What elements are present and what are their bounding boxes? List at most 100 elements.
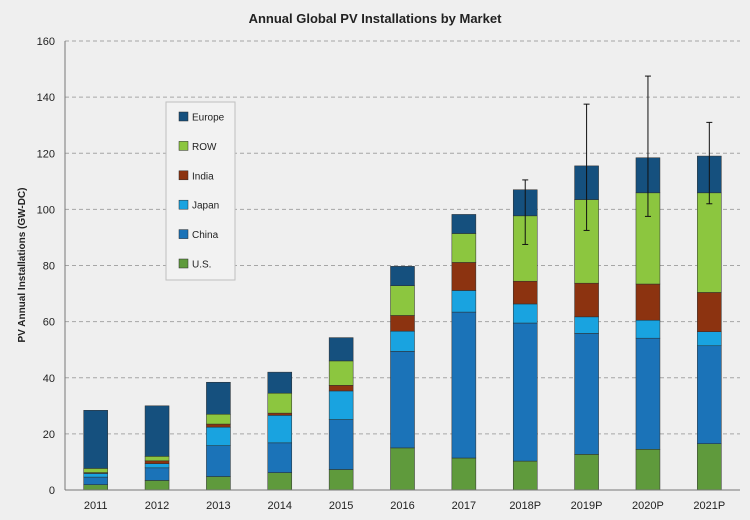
x-tick-label: 2014: [268, 500, 292, 512]
bar-segment-india: [267, 412, 293, 416]
bar-segment-europe: [390, 266, 415, 286]
bar-segment-china: [83, 476, 108, 485]
x-tick-label: 2015: [329, 500, 353, 512]
bar-segment-india: [144, 460, 170, 464]
chart-title: Annual Global PV Installations by Market: [249, 11, 502, 26]
bar-segment-india: [512, 280, 538, 305]
bars: [83, 155, 722, 491]
bar-segment-row: [267, 392, 293, 414]
x-tick-label: 2013: [206, 500, 230, 512]
bar-segment-india: [574, 282, 599, 318]
bar-segment-europe: [328, 337, 354, 362]
bar-segment-europe: [206, 381, 231, 415]
bar-segment-row: [697, 192, 722, 293]
legend: Europe ROW India Japan China U.S.: [165, 101, 236, 281]
bar-segment-u-s: [697, 443, 722, 491]
legend-label: India: [192, 171, 214, 182]
y-tick-label: 40: [43, 373, 55, 385]
bar-segment-china: [574, 333, 599, 455]
bar-segment-china: [451, 311, 477, 459]
x-tick-labels: 2011 2012 2013 2014 2015 2016 2017 2018P 2019P 20…: [84, 500, 725, 512]
bar-segment-china: [635, 337, 661, 450]
bar-segment-row: [451, 233, 477, 263]
bar-segment-row: [390, 285, 415, 316]
bar-segment-u-s: [328, 469, 354, 491]
bar-segment-europe: [144, 405, 170, 457]
bar-segment-row: [328, 360, 354, 386]
legend-label: Japan: [192, 201, 219, 212]
y-tick-label: 0: [49, 485, 55, 497]
legend-swatch: [178, 141, 189, 151]
legend-swatch: [178, 170, 189, 181]
y-tick-label: 100: [37, 204, 55, 216]
bar-segment-japan: [512, 303, 538, 324]
bar-segment-japan: [206, 426, 231, 446]
bar-segment-china: [267, 442, 293, 473]
y-tick-label: 160: [37, 36, 55, 48]
bar-segment-japan: [574, 316, 599, 334]
x-tick-label: 2018P: [509, 500, 541, 512]
x-tick-label: 2020P: [632, 500, 664, 512]
bar-segment-europe: [83, 410, 108, 469]
bar-segment-u-s: [512, 460, 538, 491]
x-tick-label: 2021P: [693, 500, 725, 512]
bar-segment-europe: [451, 214, 477, 234]
y-tick-label: 120: [37, 148, 55, 160]
y-tick-label: 20: [43, 429, 55, 441]
legend-label: ROW: [192, 142, 217, 153]
legend-label: China: [192, 230, 219, 241]
x-tick-label: 2017: [452, 500, 476, 512]
bar-segment-japan: [83, 473, 108, 478]
legend-label: Europe: [192, 113, 225, 124]
bar-segment-china: [390, 351, 415, 449]
x-tick-label: 2019P: [571, 500, 603, 512]
bar-segment-china: [328, 419, 354, 470]
y-axis-label: PV Annual Installations (GW-DC): [17, 188, 28, 343]
bar-segment-china: [512, 322, 538, 462]
bar-segment-u-s: [390, 447, 415, 491]
legend-label: U.S.: [192, 260, 211, 271]
bar-segment-u-s: [267, 472, 293, 491]
bar-segment-japan: [390, 330, 415, 352]
bar-segment-china: [206, 445, 231, 477]
bar-segment-europe: [267, 371, 293, 394]
legend-swatch: [178, 258, 189, 269]
legend-swatch: [178, 229, 189, 239]
bar-segment-japan: [697, 331, 722, 347]
bar-segment-india: [697, 292, 722, 332]
y-tick-label: 140: [37, 92, 55, 104]
y-tick-labels: 0 20 40 60 80 100 120 140 160: [37, 36, 55, 497]
legend-swatch: [178, 111, 189, 122]
bar-segment-india: [390, 315, 415, 332]
bar-segment-u-s: [635, 449, 661, 491]
y-tick-label: 80: [43, 261, 55, 273]
bar-segment-china: [697, 345, 722, 444]
bar-segment-u-s: [451, 457, 477, 491]
bar-segment-india: [635, 283, 661, 321]
bar-segment-india: [206, 423, 231, 428]
bar-segment-u-s: [574, 454, 599, 491]
bar-segment-row: [206, 413, 231, 425]
bar-segment-china: [144, 467, 170, 481]
x-tick-label: 2011: [84, 500, 108, 512]
y-tick-label: 60: [43, 317, 55, 329]
bar-segment-india: [328, 385, 354, 392]
legend-box: [165, 101, 236, 281]
bar-segment-india: [451, 262, 477, 291]
bar-segment-japan: [144, 463, 170, 469]
bar-segment-japan: [267, 415, 293, 444]
bar-segment-u-s: [83, 484, 108, 491]
bar-segment-row: [144, 456, 170, 462]
legend-swatch: [178, 199, 189, 210]
error-bars: [522, 75, 713, 245]
bar-segment-u-s: [144, 480, 170, 491]
bar-segment-row: [83, 468, 108, 473]
bar-segment-japan: [451, 290, 477, 313]
bar-segment-japan: [635, 319, 661, 339]
x-tick-label: 2016: [390, 500, 414, 512]
bar-segment-u-s: [206, 476, 231, 491]
bar-segment-japan: [328, 390, 354, 420]
x-tick-label: 2012: [145, 500, 169, 512]
